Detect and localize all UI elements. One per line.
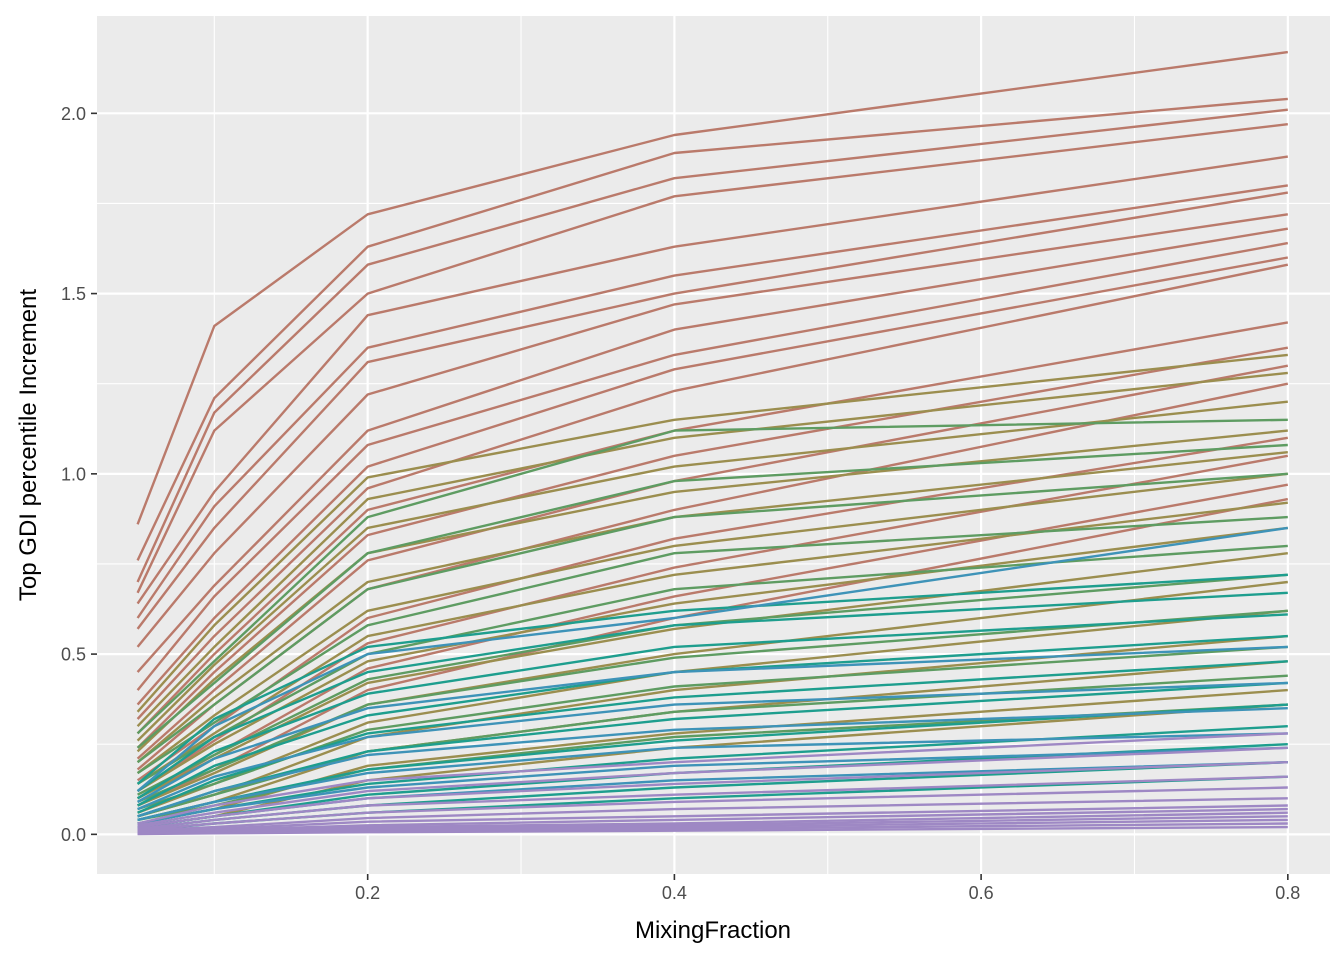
- series-line: [136, 155, 1288, 605]
- x-tick-label: 0.4: [662, 883, 687, 903]
- series-line: [137, 645, 1288, 803]
- series-line: [136, 400, 1288, 742]
- series-line: [136, 526, 1288, 793]
- series-line: [136, 353, 1288, 713]
- series-line: [136, 263, 1289, 720]
- x-tick-label: 0.6: [969, 883, 994, 903]
- series-line: [136, 443, 1288, 749]
- series-line: [136, 184, 1288, 619]
- y-tick-label: 0.0: [61, 825, 86, 845]
- series-line: [136, 108, 1288, 583]
- series-line: [136, 227, 1288, 673]
- series-line: [136, 472, 1288, 764]
- series-line: [136, 418, 1288, 735]
- series-line: [136, 454, 1289, 793]
- series-group: [137, 732, 1288, 836]
- series-line: [137, 660, 1288, 814]
- series-line: [137, 681, 1288, 811]
- y-axis: 0.0 0.5 1.0 1.5 2.0: [61, 104, 97, 845]
- series-line: [136, 472, 1288, 775]
- series-line: [137, 775, 1288, 831]
- y-tick-label: 0.5: [61, 645, 86, 665]
- grid-minor: [97, 16, 1330, 874]
- series-layer: [136, 50, 1289, 836]
- x-axis: 0.2 0.4 0.6 0.8: [355, 874, 1300, 903]
- series-line: [136, 50, 1288, 525]
- series-line: [136, 123, 1288, 594]
- series-line: [137, 746, 1288, 825]
- series-line: [137, 732, 1288, 822]
- series-line: [137, 825, 1288, 836]
- series-line: [136, 213, 1288, 648]
- series-line: [137, 707, 1288, 818]
- series-line: [136, 526, 1288, 793]
- series-line: [136, 371, 1288, 728]
- series-line: [136, 346, 1289, 749]
- x-axis-title: MixingFraction: [635, 917, 791, 944]
- series-line: [137, 761, 1288, 829]
- series-line: [137, 746, 1288, 827]
- series-line: [136, 364, 1289, 760]
- series-line: [137, 797, 1288, 832]
- series-line: [136, 321, 1289, 735]
- y-tick-label: 1.5: [61, 284, 86, 304]
- series-line: [136, 591, 1288, 793]
- series-line: [136, 436, 1288, 782]
- series-line: [136, 613, 1288, 800]
- series-line: [136, 191, 1288, 630]
- y-tick-label: 1.0: [61, 464, 86, 484]
- series-line: [136, 241, 1289, 691]
- x-tick-label: 0.8: [1275, 883, 1300, 903]
- series-line: [136, 97, 1288, 561]
- y-axis-title: Top GDI percentile Increment: [15, 289, 42, 601]
- series-line: [136, 256, 1289, 706]
- series-line: [136, 573, 1288, 785]
- x-tick-label: 0.2: [355, 883, 380, 903]
- series-line: [136, 501, 1288, 785]
- series-group: [136, 50, 1289, 807]
- series-line: [137, 732, 1288, 825]
- series-line: [136, 451, 1288, 764]
- y-tick-label: 2.0: [61, 104, 86, 124]
- series-line: [137, 786, 1288, 832]
- series-line: [137, 634, 1288, 807]
